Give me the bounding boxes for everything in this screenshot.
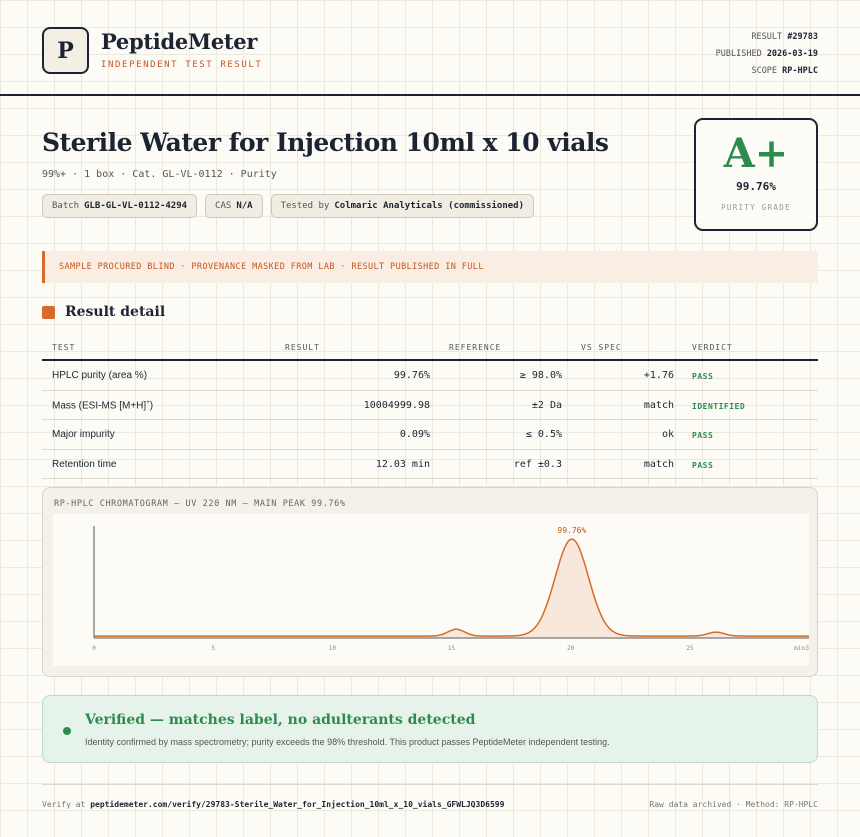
section-title: Result detail [65, 304, 166, 320]
result-meta: RESULT #29783 PUBLISHED 2026-03-19 SCOPE… [716, 29, 818, 80]
cell-result: 12.03 min [375, 458, 430, 470]
meta-scope: SCOPE RP-HPLC [751, 66, 818, 76]
chart-background [53, 514, 809, 666]
chromatogram-chart: 99.76% 0 5 10 15 20 25 30min [53, 514, 809, 666]
x-tick-label: 10 [329, 645, 337, 652]
x-unit-label: min [794, 645, 805, 652]
cell-vs-spec: +1.76 [643, 370, 674, 381]
purity-grade-card: A+ 99.76% PURITY GRADE [694, 118, 818, 231]
x-tick-label: 15 [448, 645, 456, 652]
x-tick-label: 25 [686, 645, 694, 652]
grade-label: PURITY GRADE [721, 203, 791, 212]
grade-letter: A+ [723, 130, 789, 177]
cell-test: HPLC purity (area %) [52, 370, 148, 381]
product-title: Sterile Water for Injection 10ml x 10 vi… [42, 128, 609, 157]
cell-result: 10004999.98 [363, 399, 430, 411]
x-tick-label: 30 [805, 645, 809, 652]
footer-method: Raw data archived · Method: RP-HPLC [649, 800, 818, 809]
footer: Verify at peptidemeter.com/verify/29783-… [42, 784, 818, 809]
product-subtitle: 99%+ · 1 box · Cat. GL-VL-0112 · Purity [42, 169, 277, 180]
meta-published: PUBLISHED 2026-03-19 [715, 49, 818, 59]
chromatogram-panel: RP-HPLC CHROMATOGRAM — UV 220 NM — MAIN … [42, 487, 818, 677]
cell-verdict: IDENTIFIED [692, 401, 746, 411]
cell-test: Major impurity [52, 429, 115, 440]
cell-reference: ≤ 0.5% [525, 429, 562, 440]
section-header: Result detail [42, 304, 165, 320]
verified-title: Verified — matches label, no adulterants… [85, 712, 476, 728]
chromatogram-line [94, 538, 809, 637]
x-tick-group: 0 5 10 15 20 25 30min [92, 645, 809, 652]
table-row: Retention time 12.03 min ref ±0.3 match … [42, 450, 818, 479]
cell-vs-spec: ok [661, 429, 674, 440]
cell-vs-spec: match [643, 458, 674, 470]
meta-result: RESULT #29783 [751, 32, 818, 42]
cell-verdict: PASS [692, 431, 714, 440]
verify-line: Verify at peptidemeter.com/verify/29783-… [42, 800, 505, 809]
cell-result: 99.76% [393, 370, 430, 381]
logo-icon: P [42, 27, 89, 74]
cell-test: Retention time [52, 458, 117, 470]
header-reference: REFERENCE [449, 343, 502, 352]
batch-chip: Batch GLB-GL-VL-0112-4294 [42, 194, 198, 218]
header-vs-spec: VS SPEC [581, 343, 622, 352]
cell-vs-spec: match [643, 399, 674, 411]
table-row: HPLC purity (area %) 99.76% ≥ 98.0% +1.7… [42, 361, 818, 391]
cell-reference: ≥ 98.0% [519, 370, 562, 381]
grade-value: 99.76% [736, 180, 776, 193]
verified-text: Identity confirmed by mass spectrometry;… [85, 737, 610, 747]
x-tick-label: 5 [211, 645, 215, 652]
header-result: RESULT [285, 343, 320, 352]
brand-subtitle: INDEPENDENT TEST RESULT [101, 60, 263, 70]
verify-link[interactable]: peptidemeter.com/verify/29783-Sterile_Wa… [90, 800, 505, 809]
x-tick-label: 0 [92, 645, 96, 652]
cell-verdict: PASS [692, 372, 714, 381]
brand-name: PeptideMeter [101, 29, 258, 54]
cell-result: 0.09% [399, 429, 430, 440]
table-header: TEST RESULT REFERENCE VS SPEC VERDICT [42, 340, 818, 361]
table-row: Mass (ESI-MS [M+H]+) 10004999.98 ±2 Da m… [42, 391, 818, 420]
verified-banner: Verified — matches label, no adulterants… [42, 695, 818, 763]
section-marker-icon [42, 305, 55, 319]
header-verdict: VERDICT [692, 343, 733, 352]
tested-by-chip: Tested by Colmaric Analyticals (commissio… [270, 194, 535, 218]
header-test: TEST [52, 343, 76, 352]
x-tick-label: 20 [567, 645, 575, 652]
header: P PeptideMeter INDEPENDENT TEST RESULT R… [0, 0, 860, 96]
cas-chip: CAS N/A [205, 194, 263, 218]
product-chips: Batch GLB-GL-VL-0112-4294 CAS N/A Tested b… [42, 194, 535, 218]
cell-reference: ref ±0.3 [513, 458, 562, 470]
table-row: Major impurity 0.09% ≤ 0.5% ok PASS [42, 420, 818, 450]
chromatogram-title: RP-HPLC CHROMATOGRAM — UV 220 NM — MAIN … [54, 499, 346, 509]
verified-dot-icon [63, 727, 71, 735]
cell-verdict: PASS [692, 460, 714, 470]
procurement-notice: SAMPLE PROCURED BLIND · PROVENANCE MASKE… [42, 251, 818, 283]
peak-label: 99.76% [557, 526, 586, 535]
cell-reference: ±2 Da [531, 399, 562, 411]
result-table: TEST RESULT REFERENCE VS SPEC VERDICT HP… [42, 340, 818, 479]
cell-test: Mass (ESI-MS [M+H]+) [52, 399, 154, 411]
